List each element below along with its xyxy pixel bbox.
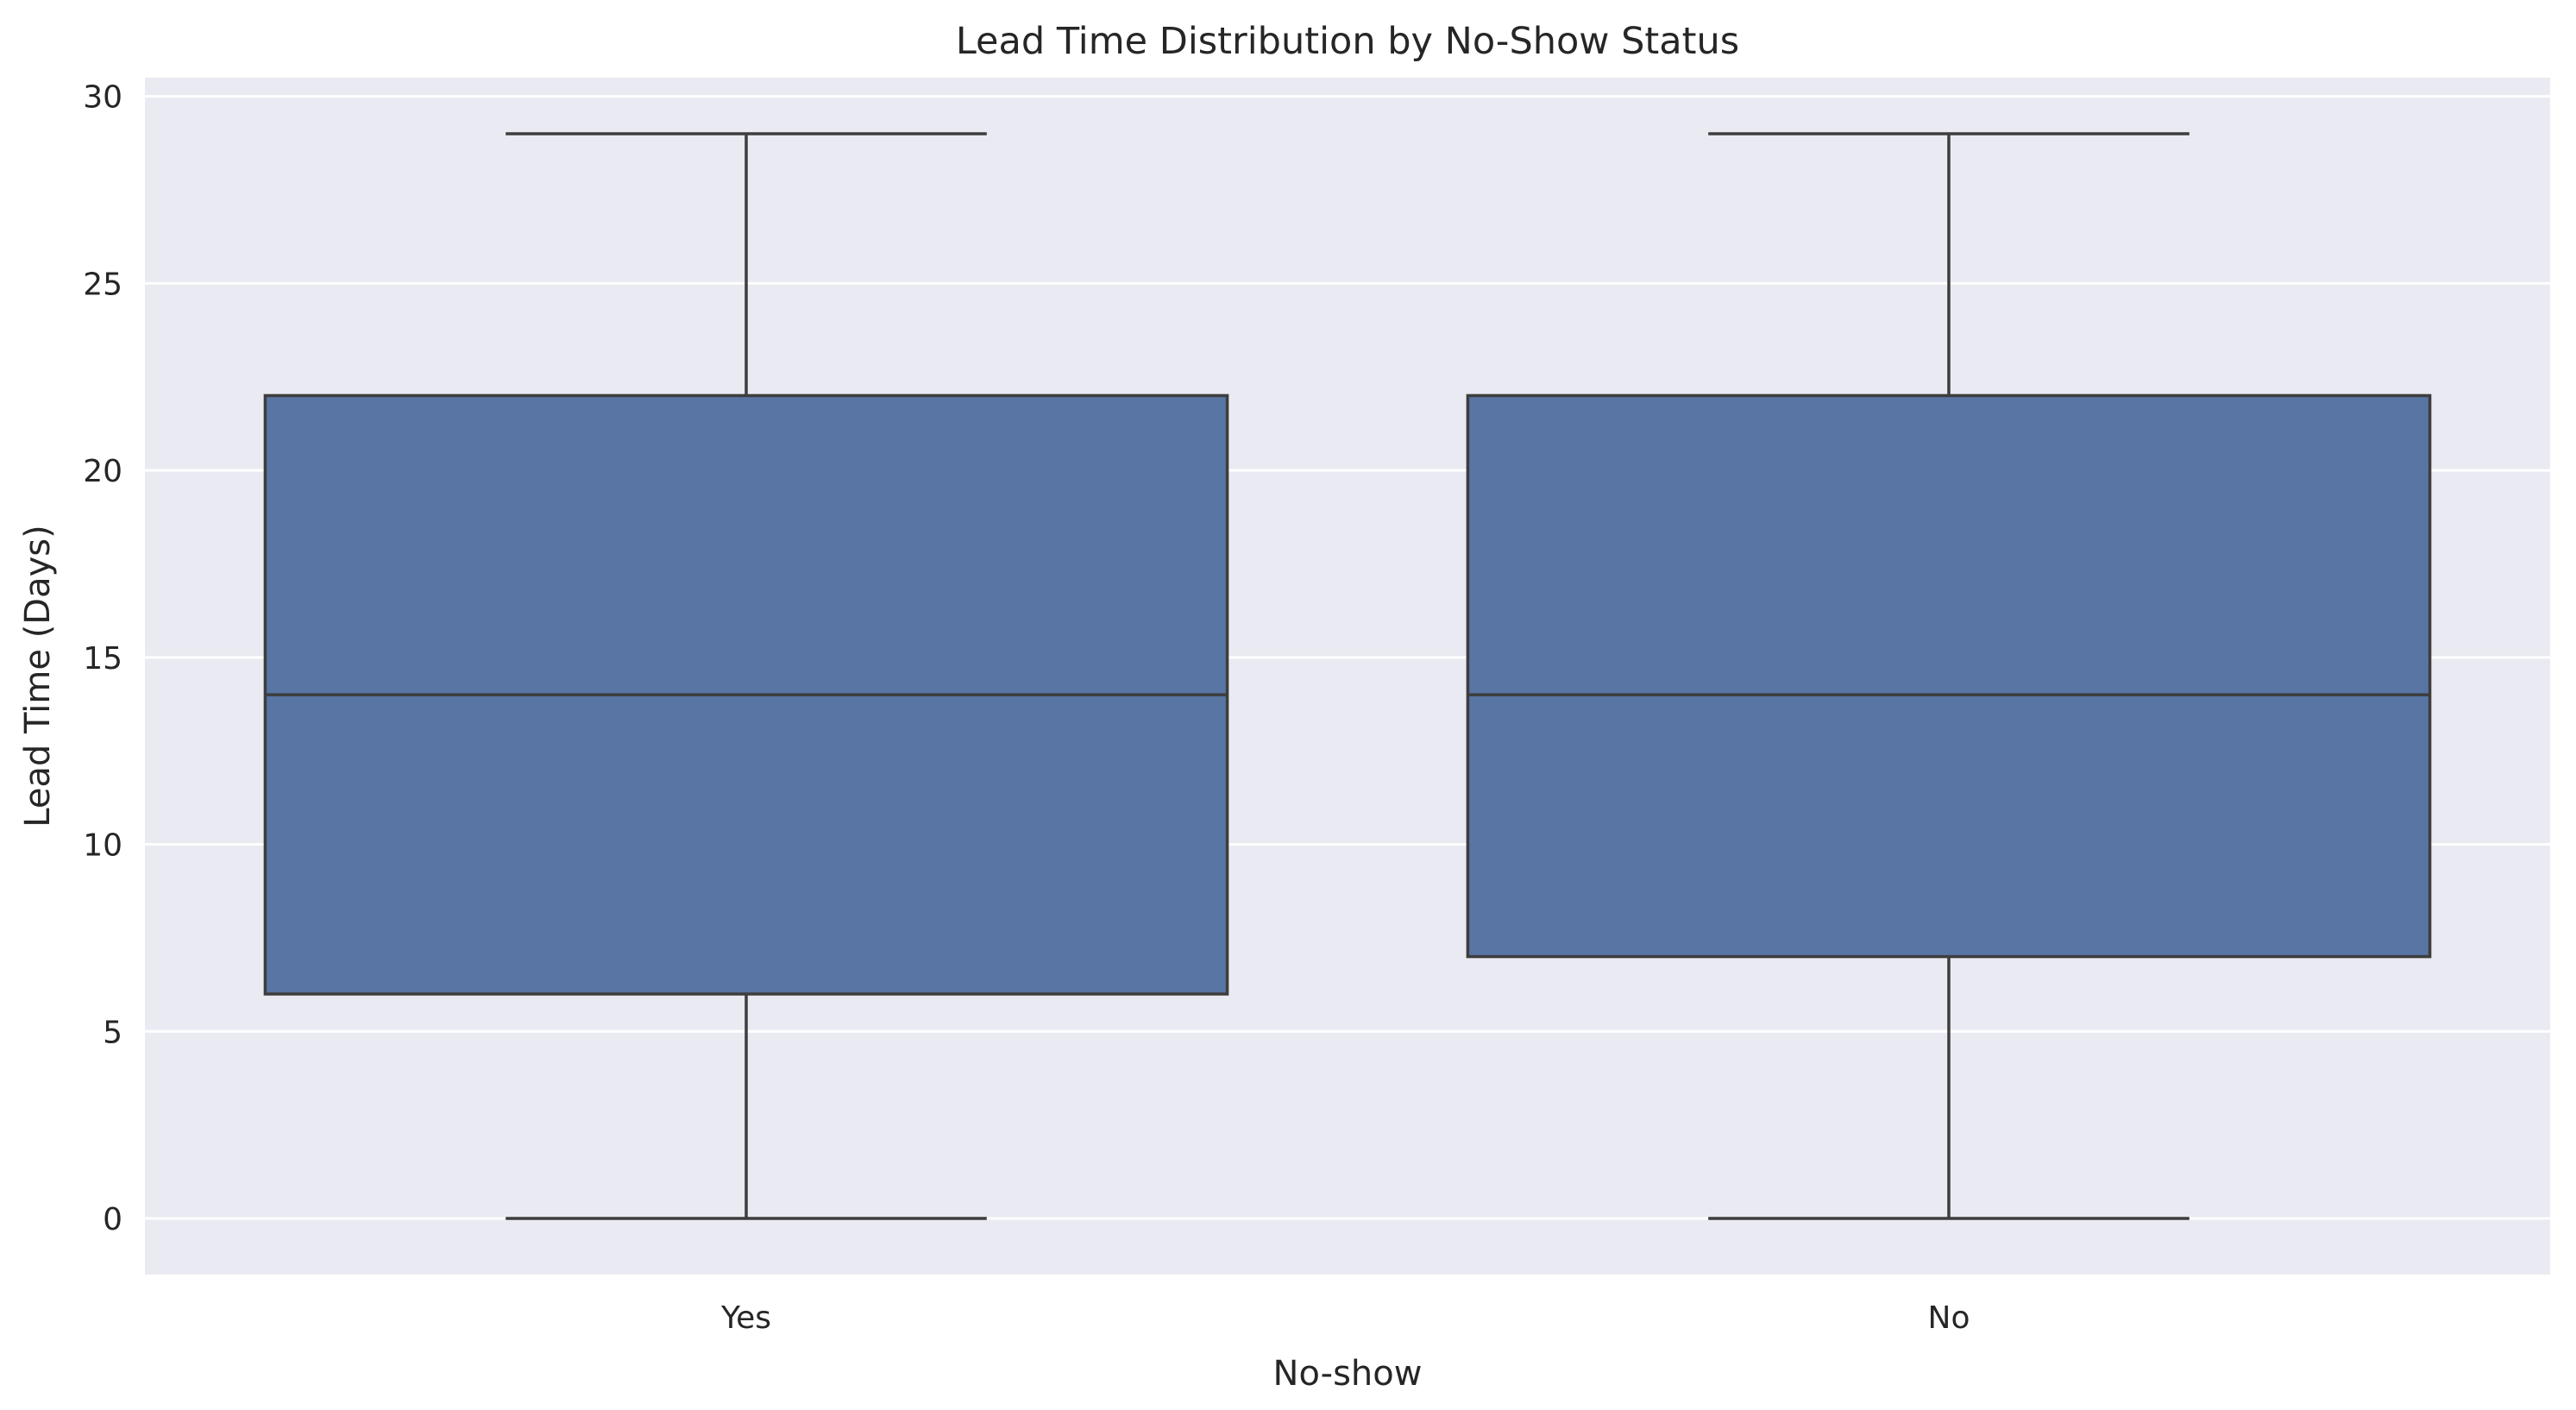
x-tick-label-yes: Yes <box>720 1300 771 1336</box>
y-tick-label-25: 25 <box>83 267 123 302</box>
y-axis-label: Lead Time (Days) <box>18 525 58 827</box>
y-tick-label-15: 15 <box>83 641 123 677</box>
box-no <box>1466 132 2432 1220</box>
boxes <box>263 132 2432 1220</box>
y-tick-label-20: 20 <box>83 454 123 489</box>
y-tick-label-0: 0 <box>103 1202 123 1237</box>
box-yes <box>263 132 1229 1220</box>
y-axis-ticks: 0 5 10 15 20 25 30 <box>83 80 123 1237</box>
y-tick-label-30: 30 <box>83 80 123 116</box>
x-axis-ticks: Yes No <box>720 1300 1970 1336</box>
x-tick-label-no: No <box>1928 1300 1970 1336</box>
chart-title: Lead Time Distribution by No-Show Status <box>956 20 1739 63</box>
y-tick-label-5: 5 <box>103 1015 123 1050</box>
y-tick-label-10: 10 <box>83 828 123 864</box>
iqr-box-no <box>1466 393 2432 959</box>
x-axis-label: No-show <box>1273 1354 1423 1394</box>
